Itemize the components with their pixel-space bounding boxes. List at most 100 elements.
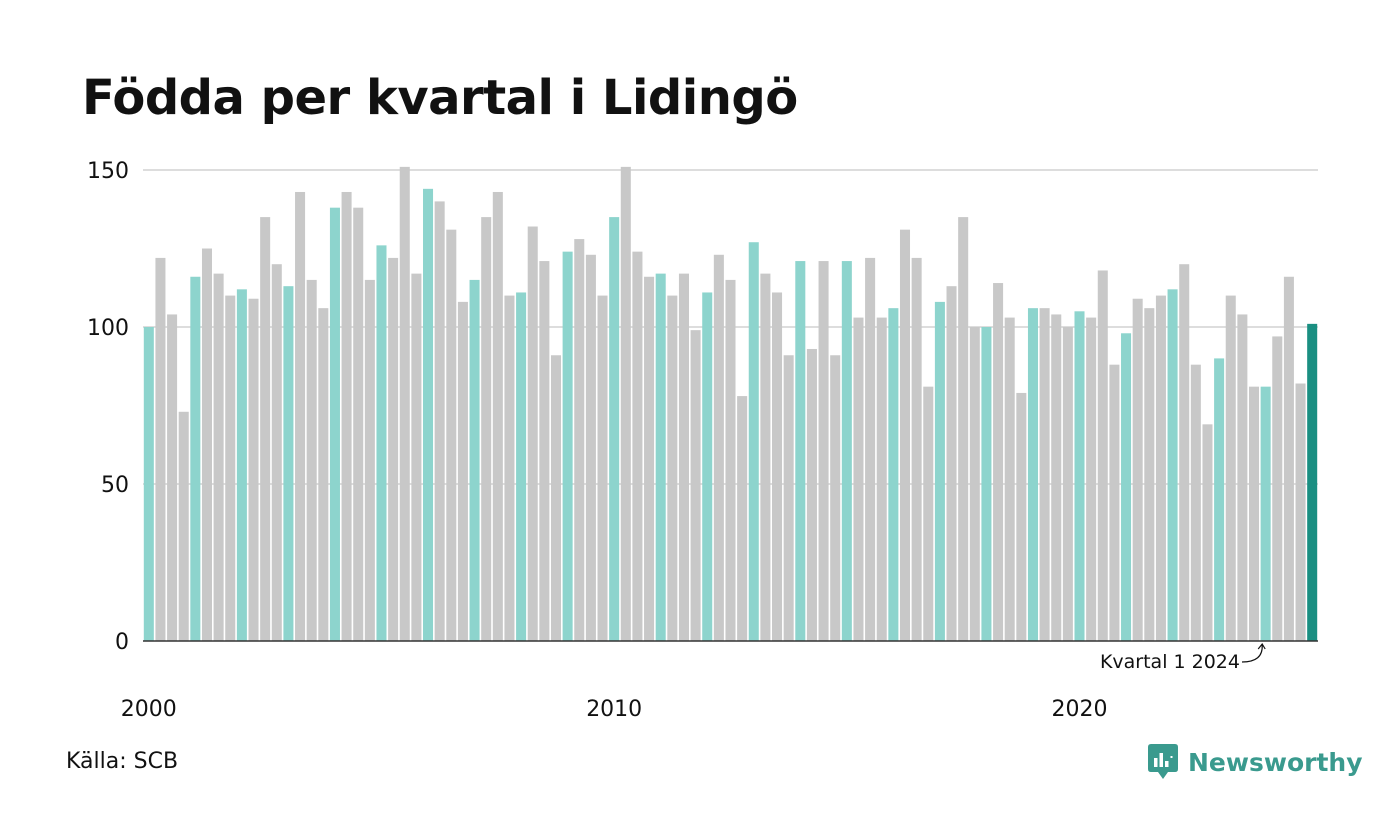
bar: [853, 317, 864, 641]
bar: [748, 242, 759, 641]
bar: [923, 386, 934, 641]
bar: [737, 396, 748, 641]
bar: [585, 254, 596, 641]
bar: [725, 279, 736, 641]
source-note: Källa: SCB: [66, 749, 179, 774]
bar: [958, 217, 969, 641]
bar: [341, 191, 352, 642]
bar: [702, 292, 713, 641]
bar: [504, 295, 515, 641]
bar: [969, 327, 980, 641]
bar: [550, 355, 562, 641]
bar: [411, 273, 422, 641]
bar: [830, 355, 841, 641]
annotation-label: Kvartal 1 2024: [1100, 651, 1240, 673]
bar: [690, 330, 701, 641]
bar: [434, 201, 445, 641]
bar: [1167, 289, 1178, 641]
bar: [1155, 295, 1166, 641]
brand-name: Newsworthy: [1188, 747, 1363, 777]
bar: [713, 254, 724, 641]
bar: [364, 279, 375, 641]
bar: [899, 229, 911, 641]
bar: [1144, 308, 1155, 641]
bar: [539, 261, 550, 641]
bar: [1097, 270, 1108, 641]
bar: [1214, 358, 1225, 641]
bar: [1225, 295, 1236, 641]
bar: [562, 251, 573, 641]
bar: [1283, 276, 1294, 641]
bar: [620, 166, 631, 642]
bar: [329, 207, 340, 641]
bar: [1109, 364, 1120, 641]
y-tick-label: 100: [87, 316, 129, 341]
bar: [1039, 308, 1050, 641]
bar: [399, 166, 410, 642]
bar: [981, 327, 992, 641]
x-tick-label: 2020: [1052, 697, 1108, 722]
bar: [388, 257, 399, 641]
bar: [178, 411, 189, 641]
bar: [143, 327, 154, 641]
bar: [318, 308, 329, 641]
bar: [1237, 314, 1248, 641]
bar: [190, 276, 201, 641]
bar: [306, 279, 317, 641]
bar: [527, 226, 538, 641]
bar: [1016, 392, 1027, 641]
bar: [167, 314, 178, 641]
bar: [1260, 386, 1271, 641]
y-tick-label: 0: [115, 630, 129, 655]
bar: [376, 245, 387, 642]
bar: [597, 295, 608, 641]
y-tick-label: 50: [101, 473, 129, 498]
bar: [818, 261, 829, 641]
bar: [1132, 298, 1143, 641]
bar: [1051, 314, 1062, 641]
bar: [225, 295, 236, 641]
bar: [469, 279, 480, 641]
bar: [888, 308, 899, 641]
bar: [1062, 327, 1073, 641]
bar: [481, 217, 492, 641]
x-tick-label: 2000: [121, 697, 177, 722]
bar: [1086, 317, 1097, 641]
bar: [492, 191, 503, 642]
bar: [865, 257, 876, 641]
bar: [946, 286, 957, 641]
bar: [260, 217, 271, 641]
bar: [236, 289, 247, 641]
bar: [678, 273, 689, 641]
y-tick-label: 150: [87, 159, 129, 184]
bar: [248, 298, 259, 641]
y-axis-ticks: 0 50 100 150: [87, 159, 129, 655]
bar: [1190, 364, 1201, 641]
bar: [283, 286, 294, 641]
bar: [993, 283, 1004, 641]
bar: [1295, 383, 1306, 641]
bar: [876, 317, 887, 641]
bar: [1074, 311, 1085, 641]
bar: [201, 248, 212, 641]
newsworthy-logo-icon: [1148, 744, 1178, 779]
bar: [911, 257, 922, 641]
bar: [772, 292, 783, 641]
chart-title: Födda per kvartal i Lidingö: [82, 70, 798, 126]
brand[interactable]: Newsworthy: [1148, 744, 1363, 780]
bar: [632, 251, 643, 641]
bar: [446, 229, 457, 641]
bar: [609, 217, 620, 641]
bar: [795, 261, 806, 641]
bars: [143, 166, 1318, 642]
bar: [667, 295, 678, 641]
bar: [806, 348, 817, 641]
x-tick-label: 2010: [586, 697, 642, 722]
bar: [516, 292, 527, 641]
bar: [655, 273, 666, 641]
annotation-arrow: [1241, 642, 1266, 663]
bar: [1202, 424, 1213, 641]
x-axis-ticks: 2000 2010 2020: [121, 697, 1108, 722]
bar: [457, 301, 468, 641]
bar: [574, 239, 585, 641]
